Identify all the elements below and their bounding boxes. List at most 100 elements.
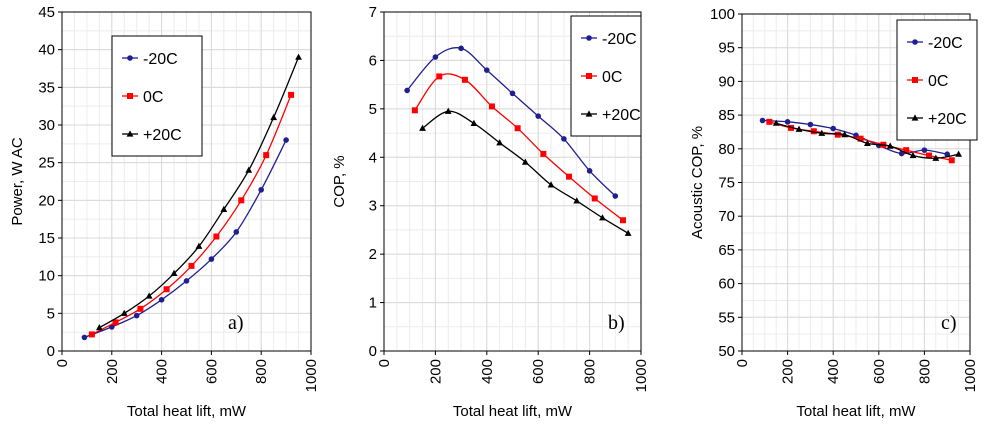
plot-area-border [61, 11, 312, 352]
data-point [404, 87, 410, 94]
data-point [853, 132, 859, 139]
y-tick-label: 75 [718, 175, 735, 192]
legend-label: -20C [143, 51, 178, 68]
chart-panel-2: 0 1 2 3 4 5 6 7 0 200 400 600 800 1000 Total heat lift… [331, 4, 650, 420]
data-point [88, 331, 95, 338]
y-axis-label: Power, W AC [9, 137, 26, 226]
x-tick-label: 0 [376, 359, 393, 367]
data-point [903, 147, 910, 154]
x-tick-label: 600 [203, 359, 220, 384]
data-point [573, 197, 581, 204]
data-point [514, 125, 521, 132]
y-tick-label: 20 [38, 192, 55, 209]
legend: -20C 0C +20C [111, 35, 203, 157]
data-point [955, 150, 962, 157]
data-point [208, 256, 215, 262]
data-point [270, 113, 278, 121]
y-tick-label: 80 [718, 141, 735, 158]
legend-label: -20C [928, 35, 963, 52]
legend-label: +20C [143, 127, 182, 144]
legend-label: +20C [928, 111, 967, 128]
x-tick-label: 200 [104, 359, 121, 384]
y-tick-label: 30 [38, 117, 55, 134]
data-point [263, 152, 270, 159]
x-axis-label: Total heat lift, mW [453, 403, 573, 420]
data-point [566, 173, 573, 180]
chart-panel-1: 0 5 10 15 20 25 30 35 40 45 0 200 400 600 800 1000 Total… [9, 4, 320, 420]
data-point [436, 73, 443, 80]
data-point [458, 45, 464, 52]
data-point [818, 129, 826, 136]
data-point [599, 214, 606, 221]
x-tick-label: 400 [825, 359, 842, 384]
data-point [925, 152, 932, 159]
x-axis-label: Total heat lift, mW [796, 403, 916, 420]
y-tick-label: 0 [47, 343, 55, 360]
x-tick-label: 400 [479, 359, 496, 384]
y-tick-label: 4 [369, 149, 377, 166]
y-tick-label: 5 [369, 101, 377, 118]
data-point [258, 186, 265, 193]
data-point [540, 150, 547, 157]
data-point [909, 151, 917, 159]
data-point [81, 334, 88, 341]
y-tick-label: 95 [718, 40, 735, 57]
data-point [496, 139, 504, 146]
legend-marker [127, 93, 133, 99]
data-point [586, 168, 593, 174]
data-point [784, 119, 791, 125]
y-axis-label: COP, % [331, 155, 348, 207]
y-tick-label: 7 [369, 4, 377, 21]
data-point [886, 142, 894, 149]
data-point [944, 151, 950, 157]
y-tick-label: 15 [38, 230, 55, 247]
x-tick-label: 600 [871, 359, 888, 384]
y-tick-label: 65 [718, 242, 735, 259]
x-tick-label: 800 [582, 359, 599, 384]
x-axis-label: Total heat lift, mW [127, 403, 247, 420]
legend-marker [912, 77, 918, 83]
y-tick-label: 90 [718, 73, 735, 90]
y-tick-label: 6 [369, 52, 377, 69]
data-point [288, 91, 295, 98]
y-tick-label: 85 [718, 107, 735, 124]
data-point [283, 137, 289, 143]
y-tick-label: 55 [718, 309, 735, 326]
panel-label: b) [608, 312, 625, 334]
y-tick-label: 60 [718, 276, 735, 293]
data-point [112, 319, 119, 326]
data-point [921, 147, 928, 153]
y-tick-label: 10 [38, 268, 55, 285]
data-point [461, 76, 468, 83]
y-tick-label: 1 [369, 295, 377, 312]
y-tick-label: 5 [47, 305, 55, 322]
data-point [419, 124, 426, 131]
legend-marker [127, 55, 133, 61]
data-point [133, 312, 140, 319]
data-point [932, 154, 940, 161]
data-point [766, 118, 773, 125]
x-tick-label: 400 [154, 359, 171, 384]
data-point [591, 195, 598, 202]
data-point [195, 242, 203, 249]
x-tick-label: 0 [734, 359, 751, 367]
y-tick-label: 2 [369, 246, 377, 263]
x-tick-label: 1000 [303, 359, 320, 392]
data-point [163, 286, 170, 293]
legend: -20C 0C +20C [570, 15, 642, 137]
data-point [488, 103, 495, 110]
data-point [834, 131, 841, 138]
x-tick-label: 1000 [962, 359, 979, 392]
data-point [948, 157, 955, 164]
data-point [137, 305, 144, 312]
legend-label: -20C [602, 31, 637, 48]
x-tick-label: 600 [530, 359, 547, 384]
y-tick-label: 3 [369, 198, 377, 215]
data-point [120, 309, 128, 316]
data-point [612, 193, 619, 199]
y-tick-label: 50 [718, 343, 735, 360]
data-point [95, 324, 103, 331]
data-point [220, 205, 228, 212]
